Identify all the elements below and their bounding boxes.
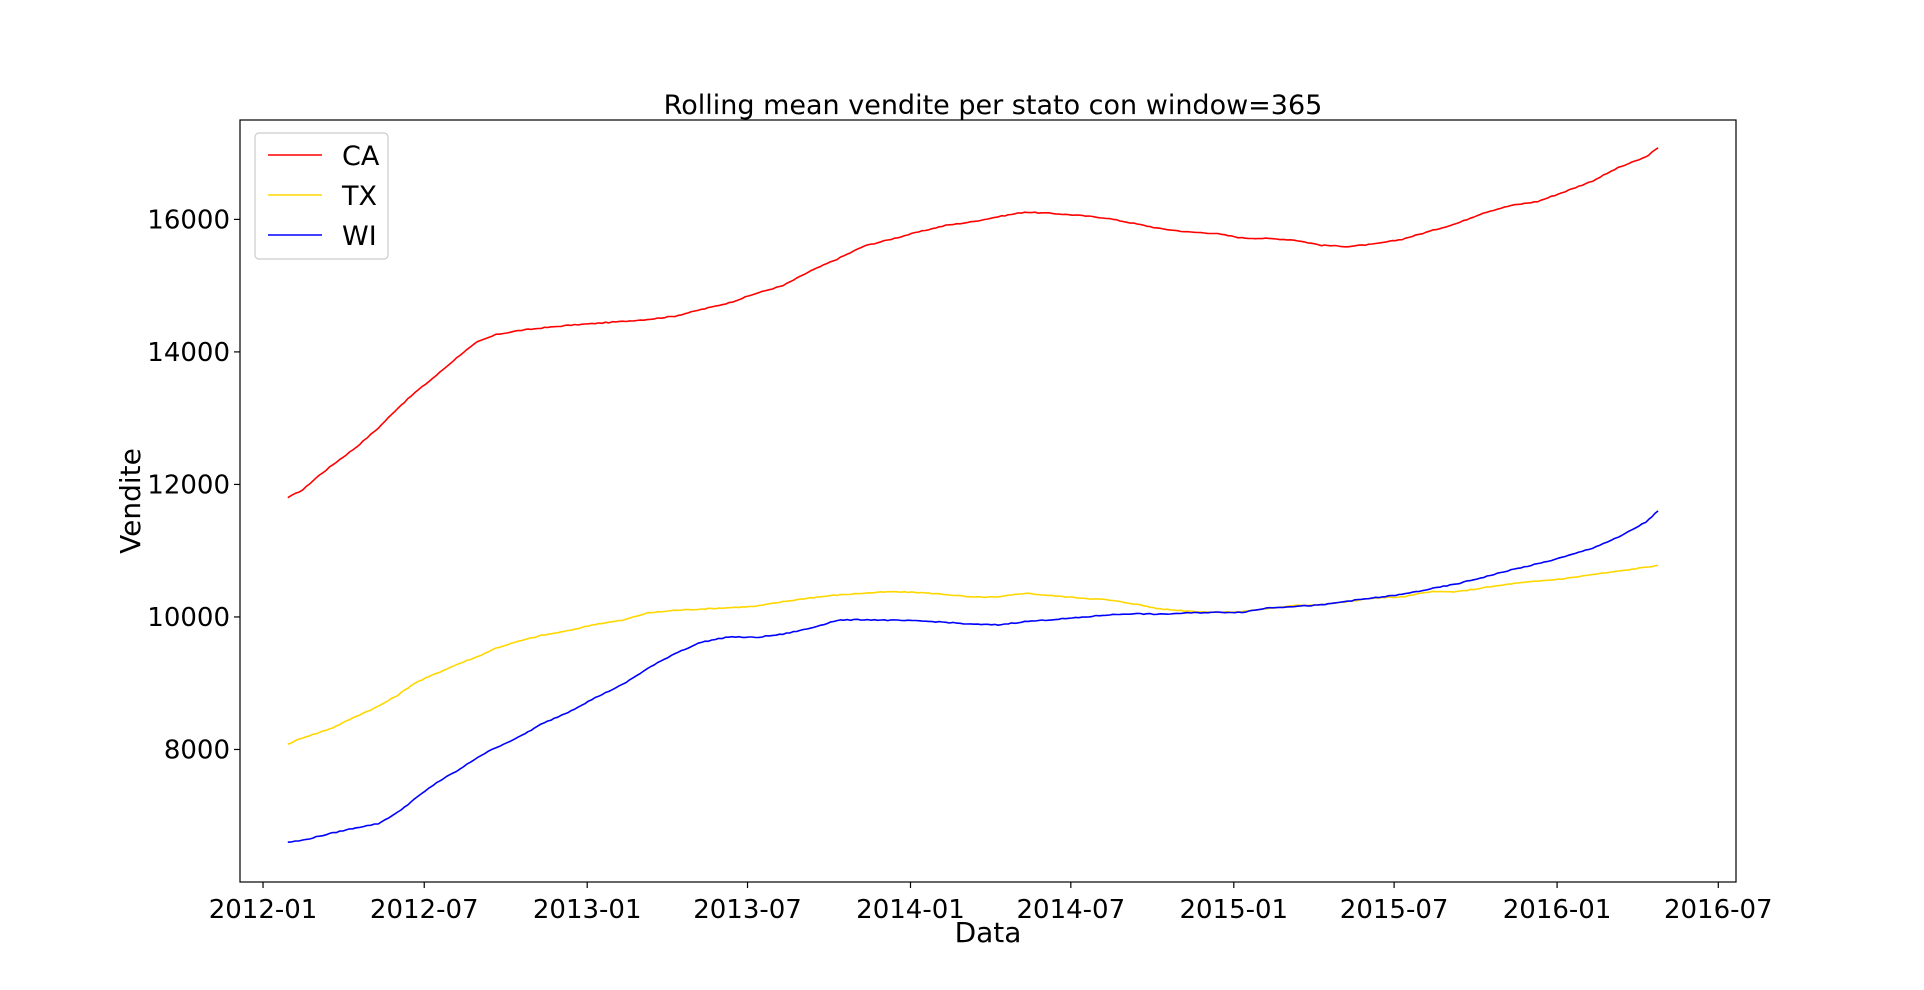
x-tick-label: 2013-01: [533, 895, 642, 925]
y-axis: 8000 10000 12000 14000 16000: [147, 205, 240, 765]
x-tick-label: 2016-01: [1503, 895, 1612, 925]
chart-title: Rolling mean vendite per stato con windo…: [664, 90, 1323, 121]
series-line-ca: [287, 147, 1659, 499]
x-tick-label: 2014-01: [856, 895, 965, 925]
x-tick-label: 2013-07: [693, 895, 802, 925]
y-tick-label: 12000: [147, 470, 230, 500]
series-layer: [287, 147, 1659, 843]
x-tick-label: 2014-07: [1016, 895, 1125, 925]
y-tick-label: 16000: [147, 205, 230, 235]
legend-label-tx: TX: [341, 181, 377, 212]
plot-area: [239, 119, 1737, 883]
legend-label-wi: WI: [342, 221, 377, 252]
legend-label-ca: CA: [342, 141, 380, 172]
legend: CA TX WI: [254, 132, 389, 260]
y-tick-label: 8000: [164, 735, 230, 765]
y-axis-label: Vendite: [114, 448, 147, 554]
x-tick-label: 2012-07: [370, 895, 479, 925]
legend-frame: [254, 132, 389, 260]
x-axis-label: Data: [955, 916, 1022, 949]
x-tick-label: 2012-01: [209, 895, 318, 925]
x-tick-label: 2015-07: [1340, 895, 1449, 925]
series-line-wi: [287, 510, 1659, 843]
x-axis: 2012-01 2012-07 2013-01 2013-07 2014-01 2014-…: [209, 882, 1773, 925]
x-tick-label: 2016-07: [1664, 895, 1773, 925]
y-tick-label: 10000: [147, 603, 230, 633]
x-tick-label: 2015-01: [1179, 895, 1288, 925]
series-line-tx: [287, 564, 1659, 745]
y-tick-label: 14000: [147, 338, 230, 368]
